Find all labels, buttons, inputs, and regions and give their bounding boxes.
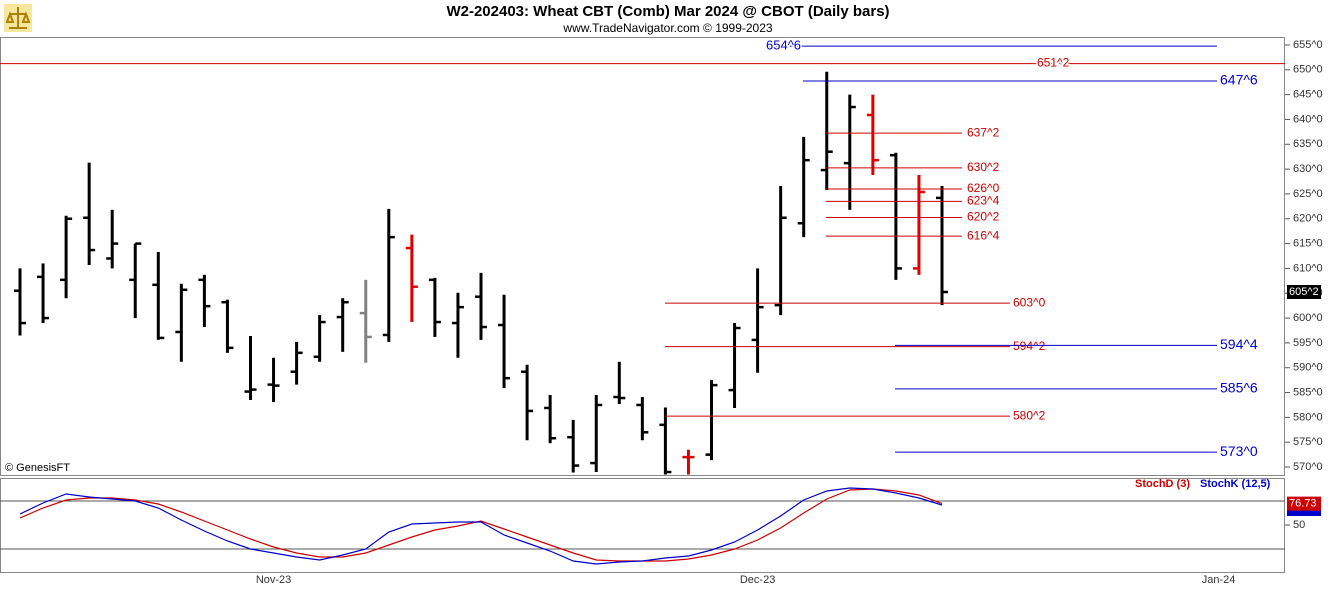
level-label: 654^6 xyxy=(766,38,801,53)
y-tick-label: 630^0 xyxy=(1293,163,1323,175)
level-label: 620^2 xyxy=(967,210,1000,224)
y-tick-label: 655^0 xyxy=(1293,39,1323,51)
price-plot xyxy=(14,71,948,475)
level-label: 594^4 xyxy=(1220,336,1258,352)
y-tick-label: 625^0 xyxy=(1293,188,1323,200)
x-tick-label: Dec-23 xyxy=(740,574,775,586)
stoch-line xyxy=(19,487,943,565)
y-tick-label: 620^0 xyxy=(1293,213,1323,225)
y-tick-label: 595^0 xyxy=(1293,337,1323,349)
chart-title: W2-202403: Wheat CBT (Comb) Mar 2024 @ C… xyxy=(446,3,889,20)
stoch-line xyxy=(19,488,943,562)
y-tick-label: 610^0 xyxy=(1293,262,1323,274)
x-tick-label: Jan-24 xyxy=(1202,574,1236,586)
y-tick-label: 650^0 xyxy=(1293,64,1323,76)
y-tick-label: 590^0 xyxy=(1293,362,1323,374)
logo xyxy=(4,4,32,32)
y-tick-label: 50 xyxy=(1293,519,1305,531)
level-label: 573^0 xyxy=(1220,443,1258,459)
level-label: 630^2 xyxy=(967,160,1000,174)
y-tick-label: 570^0 xyxy=(1293,461,1323,473)
price-panel xyxy=(0,37,1285,476)
level-label: 616^4 xyxy=(967,228,1000,242)
y-tick-label: 635^0 xyxy=(1293,138,1323,150)
last-value-box xyxy=(1287,496,1321,511)
overlay: 655^0 650^0 645^0 640^0 635^0 630^0 625^0 620^0… xyxy=(0,36,1323,586)
last-value-label: 76.73 xyxy=(1289,498,1317,510)
level-label: 626^0 xyxy=(967,181,1000,195)
legend-entry: StochD (3) xyxy=(1135,478,1190,490)
level-label: 647^6 xyxy=(1220,72,1258,88)
y-tick-label: 640^0 xyxy=(1293,113,1323,125)
y-tick-label: 580^0 xyxy=(1293,411,1323,423)
legend-entry: StochK (12,5) xyxy=(1200,478,1271,490)
level-label: 651^2 xyxy=(1037,56,1070,70)
y-tick-label: 575^0 xyxy=(1293,436,1323,448)
last-price-label: 605^2 xyxy=(1289,286,1319,298)
y-tick-label: 600^0 xyxy=(1293,312,1323,324)
level-label: 637^2 xyxy=(967,125,1000,139)
y-tick-label: 615^0 xyxy=(1293,237,1323,249)
chart-subtitle: www.TradeNavigator.com © 1999-2023 xyxy=(562,21,772,35)
level-label: 585^6 xyxy=(1220,380,1258,396)
stoch-panel xyxy=(0,478,1285,573)
source: © GenesisFT xyxy=(5,462,70,474)
level-label: 580^2 xyxy=(1013,408,1046,422)
y-tick-label: 585^0 xyxy=(1293,386,1323,398)
level-label: 623^4 xyxy=(967,194,1000,208)
y-tick-label: 645^0 xyxy=(1293,89,1323,101)
x-tick-label: Nov-23 xyxy=(256,574,291,586)
last-price-box xyxy=(1287,285,1321,300)
level-label: 603^0 xyxy=(1013,295,1046,309)
